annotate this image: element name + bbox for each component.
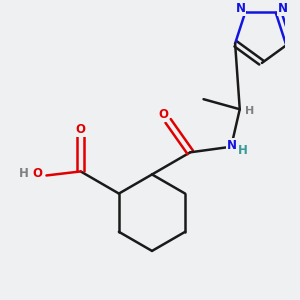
Text: O: O bbox=[76, 123, 86, 136]
Text: O: O bbox=[158, 108, 168, 122]
Text: H: H bbox=[238, 144, 248, 157]
Text: N: N bbox=[278, 2, 288, 15]
Text: N: N bbox=[227, 139, 237, 152]
Text: N: N bbox=[236, 2, 245, 15]
Text: O: O bbox=[33, 167, 43, 180]
Text: H: H bbox=[20, 167, 29, 180]
Text: H: H bbox=[245, 106, 254, 116]
